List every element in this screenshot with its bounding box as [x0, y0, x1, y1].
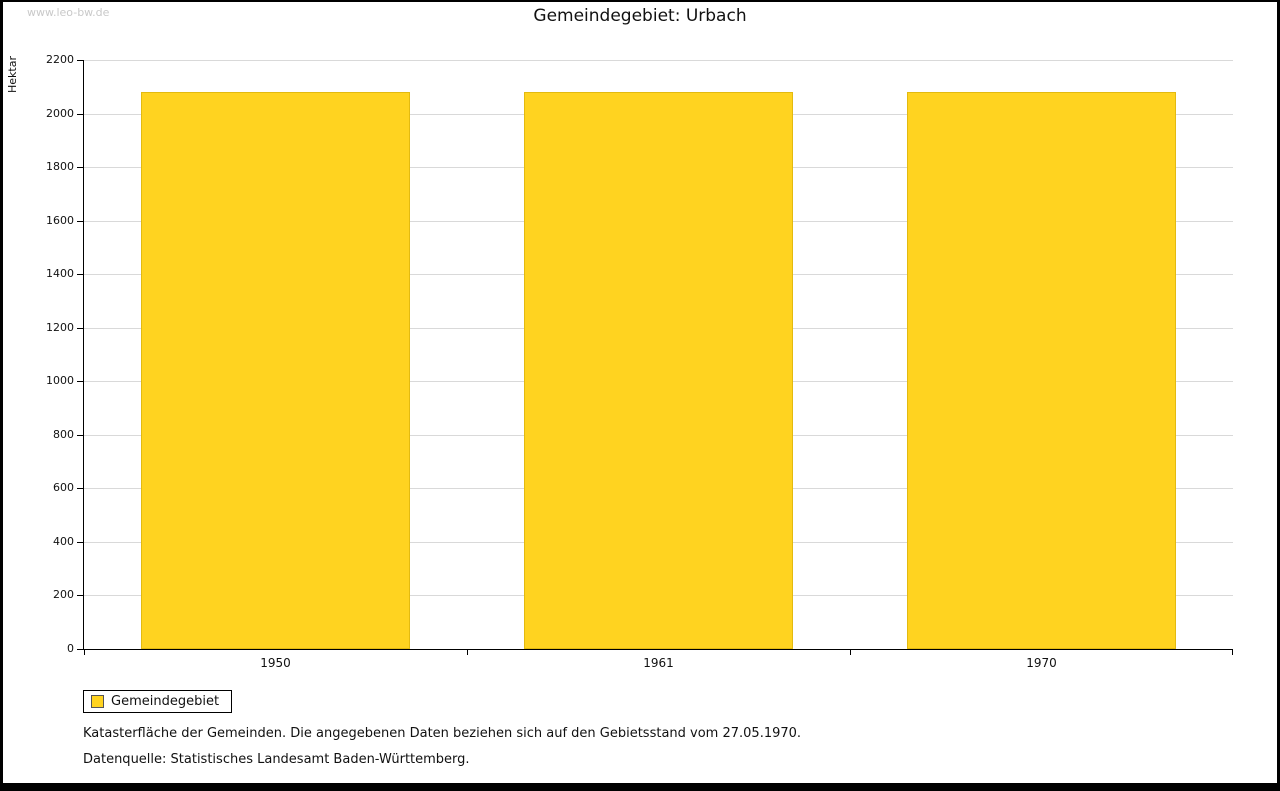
watermark: www.leo-bw.de — [27, 6, 110, 19]
y-tick-mark — [77, 60, 83, 61]
legend-swatch — [91, 695, 104, 708]
x-tick-mark — [84, 650, 85, 655]
x-tick-label: 1970 — [1026, 656, 1057, 670]
y-tick-label: 0 — [67, 642, 74, 655]
y-tick-mark — [77, 167, 83, 169]
x-tick-mark — [850, 650, 851, 655]
x-tick-mark — [467, 650, 468, 655]
y-tick-label: 1400 — [46, 267, 74, 281]
y-tick-label: 2200 — [46, 53, 74, 66]
y-axis-title: Hektar — [6, 56, 19, 93]
y-tick-label: 200 — [53, 588, 74, 602]
y-tick-mark — [77, 274, 83, 276]
y-tick-mark — [77, 595, 83, 597]
bar-1950 — [141, 92, 410, 649]
y-tick-mark — [77, 488, 83, 490]
y-tick-label: 600 — [53, 481, 74, 495]
y-tick-mark — [77, 220, 83, 222]
y-tick-mark — [77, 381, 83, 383]
legend: Gemeindegebiet — [83, 690, 233, 713]
y-tick-label: 1600 — [46, 213, 74, 227]
chart-title: Gemeindegebiet: Urbach — [533, 6, 747, 26]
y-tick-mark — [77, 541, 83, 543]
y-tick-label: 1800 — [46, 160, 74, 174]
x-tick-label: 1950 — [260, 656, 291, 670]
legend-label: Gemeindegebiet — [111, 694, 220, 709]
footnote-source-note: Katasterfläche der Gemeinden. Die angege… — [83, 726, 802, 741]
y-tick-mark — [77, 434, 83, 436]
y-tick-mark — [77, 649, 83, 650]
bar-1970 — [907, 92, 1176, 649]
bar-1961 — [524, 92, 793, 649]
y-tick-mark — [77, 327, 83, 329]
x-tick-label: 1961 — [643, 656, 674, 670]
y-tick-mark — [77, 113, 83, 115]
footnote-data-source: Datenquelle: Statistisches Landesamt Bad… — [83, 752, 470, 767]
gridline — [84, 60, 1233, 61]
y-tick-label: 800 — [53, 427, 74, 441]
y-tick-label: 1000 — [46, 374, 74, 388]
y-tick-label: 400 — [53, 534, 74, 548]
y-tick-label: 1200 — [46, 320, 74, 334]
y-tick-label: 2000 — [46, 106, 74, 120]
plot-area: 0 200 400 600 800 1000 1200 1400 1600 1800 2000 220… — [46, 53, 1233, 670]
x-tick-mark — [1232, 650, 1233, 655]
